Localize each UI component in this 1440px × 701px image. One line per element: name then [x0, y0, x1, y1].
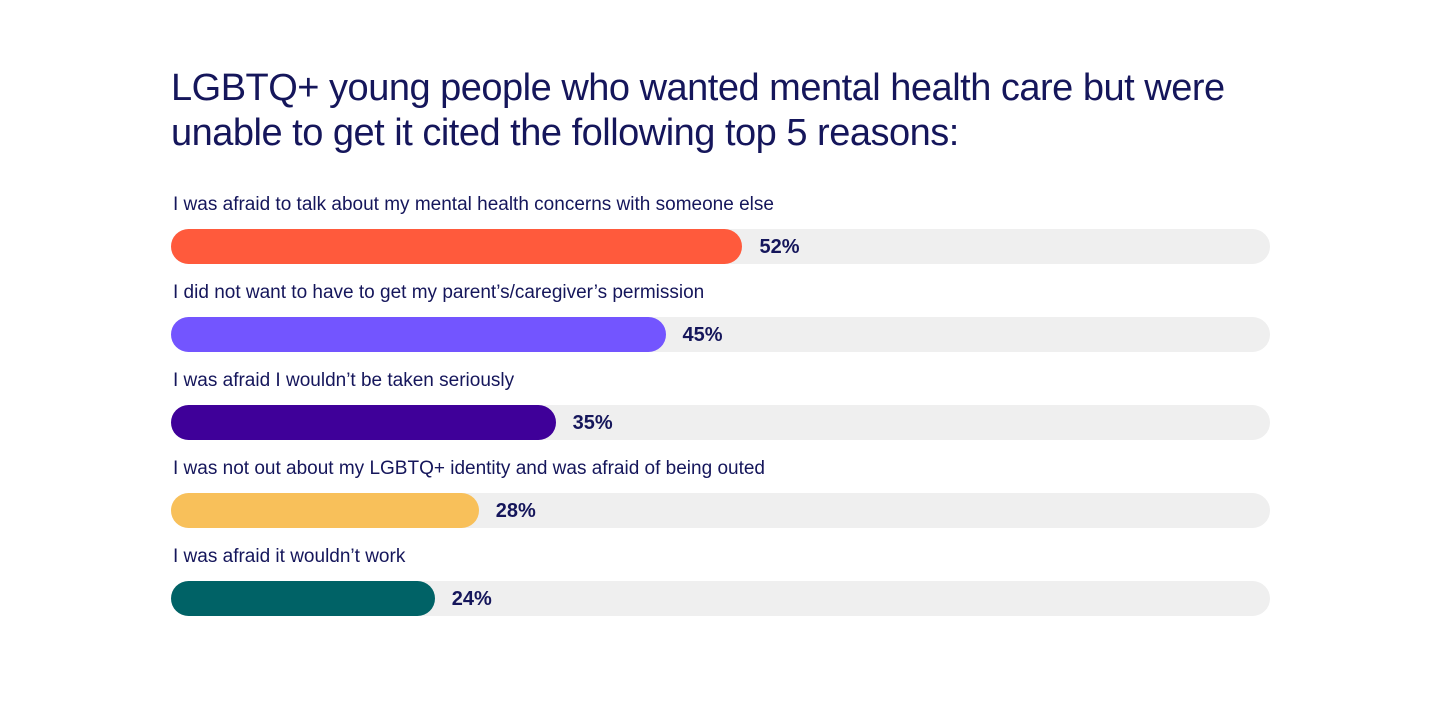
- bar-fill: [171, 405, 556, 440]
- bar-value-label: 35%: [572, 412, 613, 434]
- bar-track: [171, 317, 1270, 352]
- bar-row: I was not out about my LGBTQ+ identity a…: [171, 456, 1270, 544]
- bar-row: I was afraid I wouldn’t be taken serious…: [171, 368, 1270, 456]
- bar-track: [171, 581, 1270, 616]
- bar-fill: [171, 493, 479, 528]
- bar-track: [171, 229, 1270, 264]
- bar-value-label: 24%: [451, 588, 492, 610]
- bar-fill: [171, 581, 435, 616]
- bar-value-label: 52%: [759, 236, 800, 258]
- bar-label: I was afraid it wouldn’t work: [173, 546, 406, 567]
- bar-label: I was afraid I wouldn’t be taken serious…: [173, 370, 515, 391]
- bar-list: I was afraid to talk about my mental hea…: [171, 192, 1270, 632]
- bar-value-label: 28%: [495, 500, 536, 522]
- bar-fill: [171, 317, 666, 352]
- bar-label: I was afraid to talk about my mental hea…: [173, 194, 774, 215]
- bar-track: [171, 493, 1270, 528]
- bar-value-label: 45%: [682, 324, 723, 346]
- chart-title: LGBTQ+ young people who wanted mental he…: [171, 67, 1225, 154]
- bar-row: I did not want to have to get my parent’…: [171, 280, 1270, 368]
- bar-track: [171, 405, 1270, 440]
- bar-row: I was afraid it wouldn’t work 24%: [171, 544, 1270, 632]
- bar-fill: [171, 229, 743, 264]
- bar-label: I was not out about my LGBTQ+ identity a…: [173, 458, 765, 479]
- bar-row: I was afraid to talk about my mental hea…: [171, 192, 1270, 280]
- bar-label: I did not want to have to get my parent’…: [173, 282, 705, 303]
